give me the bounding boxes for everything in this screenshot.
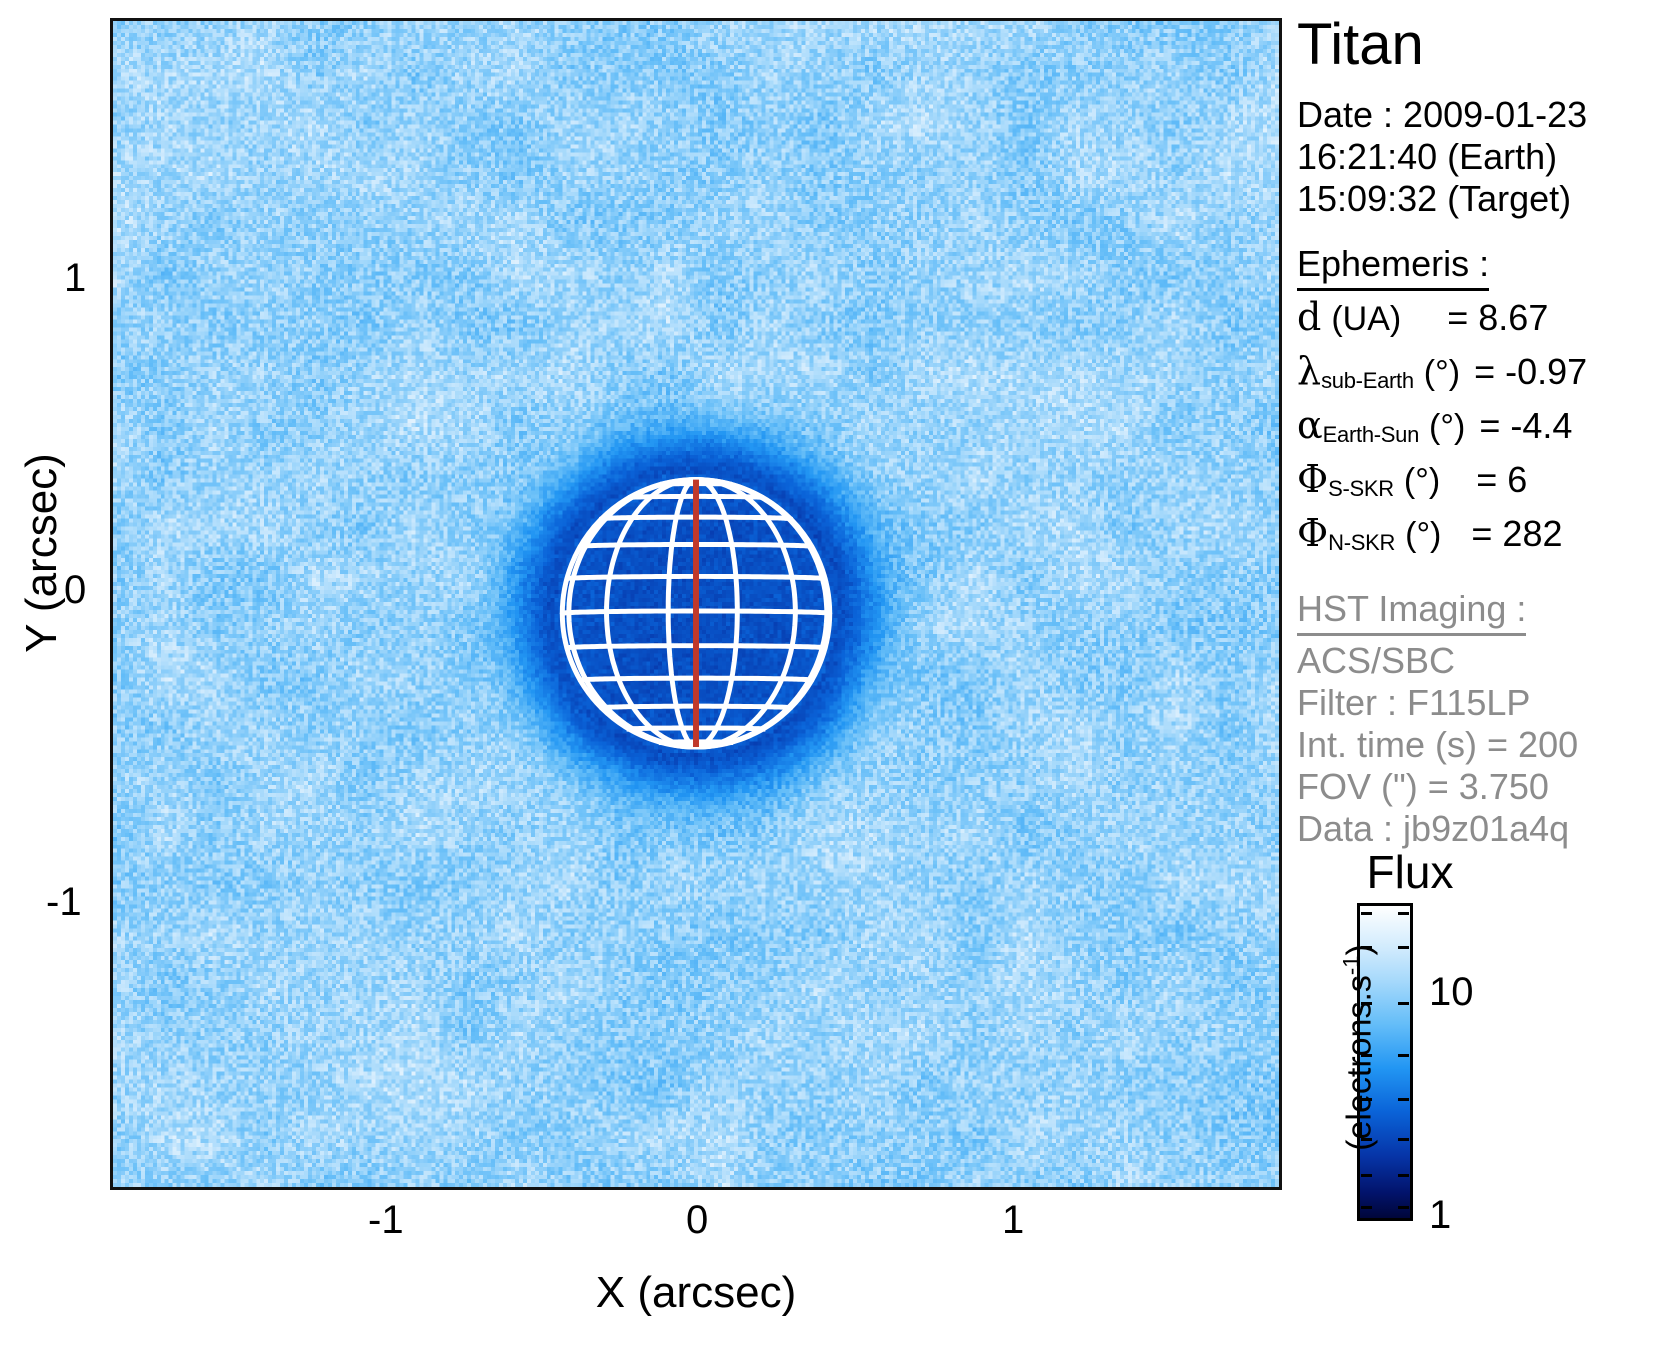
hst-dataset-id: Data : jb9z01a4q [1297, 808, 1570, 849]
ephemeris-unit: (°) [1429, 408, 1466, 446]
observation-date: Date : 2009-01-23 [1297, 94, 1588, 135]
colorbar-group: Flux (electrons.s-1) 10 1 [1297, 845, 1655, 1245]
x-axis-title: X (arcsec) [595, 1268, 797, 1317]
ephemeris-symbol: d [1297, 295, 1322, 339]
x-tick-label-0: 0 [686, 1198, 709, 1242]
ephemeris-symbol: Φ [1297, 511, 1329, 555]
hst-fov: FOV (") = 3.750 [1297, 766, 1549, 807]
ephemeris-symbol: Φ [1297, 457, 1329, 501]
ephemeris-row: ΦS-SKR (°) = 6 [1297, 457, 1655, 511]
colorbar-title: Flux [1366, 846, 1454, 898]
info-column: Titan Date : 2009-01-23 16:21:40 (Earth)… [1297, 14, 1655, 850]
colorbar-unit-prefix: (electrons.s [1340, 975, 1379, 1151]
ephemeris-subscript: S-SKR [1328, 476, 1394, 501]
colorbar-unit-exponent: -1 [1338, 955, 1364, 976]
colorbar-unit-suffix: ) [1340, 944, 1379, 956]
ephemeris-heading: Ephemeris : [1297, 242, 1490, 291]
titan-graticule-overlay [559, 21, 833, 1187]
ephemeris-row: λsub-Earth (°) = -0.97 [1297, 349, 1655, 403]
y-tick-label-minus1: -1 [46, 880, 82, 924]
ephemeris-value: = -0.97 [1474, 351, 1588, 392]
ephemeris-row: αEarth-Sun (°) = -4.4 [1297, 403, 1655, 457]
x-tick-label-1: 1 [1002, 1198, 1025, 1242]
ephemeris-subscript: Earth-Sun [1322, 422, 1420, 447]
hst-instrument: ACS/SBC [1297, 640, 1456, 681]
colorbar-tick-label-1: 1 [1429, 1193, 1452, 1237]
ephemeris-unit: (°) [1405, 516, 1442, 554]
y-axis-title: Y (arcsec) [17, 453, 66, 653]
target-name: Titan [1297, 12, 1424, 77]
x-tick-label-minus1: -1 [368, 1198, 404, 1242]
ephemeris-row: d (UA) = 8.67 [1297, 295, 1655, 349]
ephemeris-subscript: N-SKR [1328, 530, 1396, 555]
hst-integration-time: Int. time (s) = 200 [1297, 724, 1579, 765]
ephemeris-subscript: sub-Earth [1321, 368, 1414, 393]
ephemeris-unit: (°) [1423, 354, 1461, 392]
observation-time-earth: 16:21:40 (Earth) [1297, 136, 1558, 177]
y-tick-label-0: 0 [64, 568, 87, 612]
observation-time-target: 15:09:32 (Target) [1297, 178, 1572, 219]
colorbar-unit-label: (electrons.s-1) [1339, 898, 1380, 1198]
ephemeris-value: = 8.67 [1447, 297, 1549, 338]
hst-imaging-heading: HST Imaging : [1297, 587, 1527, 636]
ephemeris-value: = 282 [1471, 513, 1563, 554]
y-tick-label-1: 1 [64, 256, 87, 300]
ephemeris-value: = 6 [1476, 459, 1528, 500]
ephemeris-rows: d (UA) = 8.67 λsub-Earth (°) = -0.97 αEa… [1297, 295, 1655, 565]
ephemeris-unit: (°) [1403, 462, 1441, 500]
ephemeris-unit: (UA) [1331, 300, 1402, 338]
image-panel [110, 18, 1282, 1190]
ephemeris-symbol: α [1297, 403, 1323, 447]
colorbar-tick-label-10: 10 [1429, 970, 1474, 1014]
ephemeris-row: ΦN-SKR (°) = 282 [1297, 511, 1655, 565]
ephemeris-symbol: λ [1297, 349, 1322, 393]
colorbar-gradient [1357, 903, 1413, 1221]
ephemeris-value: = -4.4 [1479, 405, 1573, 446]
hst-filter: Filter : F115LP [1297, 682, 1531, 723]
